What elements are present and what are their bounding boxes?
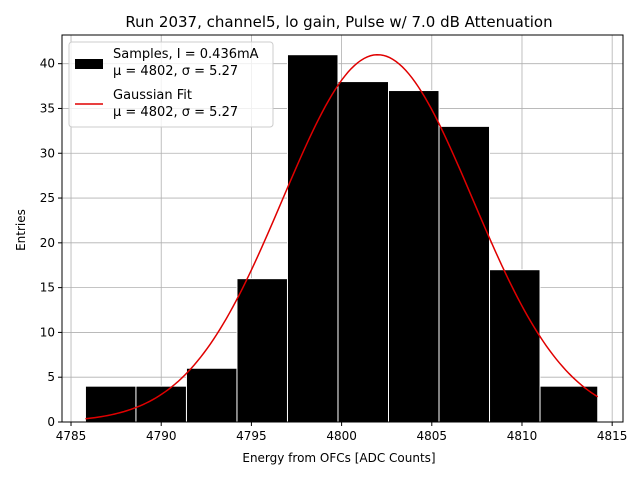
x-tick-label: 4785: [56, 429, 87, 443]
histogram-bar: [387, 90, 440, 423]
legend-fit-label: Gaussian Fit: [113, 88, 192, 103]
legend-histogram-stats: μ = 4802, σ = 5.27: [113, 64, 238, 79]
x-tick-label: 4790: [146, 429, 177, 443]
x-tick-label: 4810: [507, 429, 538, 443]
histogram-bar: [236, 278, 288, 423]
chart-title: Run 2037, channel5, lo gain, Pulse w/ 7.…: [125, 13, 552, 31]
gaussian-fit-curve: [85, 53, 599, 420]
histogram-bar: [337, 81, 389, 423]
fit-curve-group: [85, 53, 599, 420]
y-tick-label: 25: [40, 191, 55, 205]
legend-histogram-swatch: [75, 59, 103, 69]
histogram-bar: [438, 125, 491, 423]
plot-frame: [61, 34, 624, 423]
y-tick-label: 10: [40, 325, 55, 339]
y-tick-label: 20: [40, 236, 55, 250]
y-axis-label: Entries: [14, 209, 28, 251]
histogram-bars: [84, 54, 599, 423]
legend-fit-stats: μ = 4802, σ = 5.27: [113, 105, 238, 120]
histogram-bar: [286, 54, 339, 423]
y-tick-label: 15: [40, 281, 55, 295]
y-tick-label: 5: [47, 370, 55, 384]
y-tick-label: 0: [47, 415, 55, 429]
histogram-bar: [489, 269, 541, 423]
legend: Samples, I = 0.436mA μ = 4802, σ = 5.27 …: [68, 41, 274, 128]
y-tick-label: 35: [40, 101, 55, 115]
histogram-bar: [84, 385, 137, 423]
y-tick-label: 40: [40, 57, 55, 71]
x-axis-label: Energy from OFCs [ADC Counts]: [242, 451, 435, 465]
histogram-bar: [185, 367, 238, 423]
legend-box: [68, 41, 274, 128]
x-tick-label: 4795: [236, 429, 267, 443]
histogram-bar: [539, 385, 599, 423]
x-tick-label: 4800: [326, 429, 357, 443]
legend-histogram-label: Samples, I = 0.436mA: [113, 47, 259, 62]
x-tick-label: 4805: [417, 429, 448, 443]
y-tick-label: 30: [40, 146, 55, 160]
y-axis-ticks: 0 5 10 15 20 25 30 35 40: [40, 57, 62, 429]
x-tick-label: 4815: [597, 429, 628, 443]
x-axis-ticks: 4785 4790 4795 4800 4805 4810 4815: [56, 422, 628, 443]
